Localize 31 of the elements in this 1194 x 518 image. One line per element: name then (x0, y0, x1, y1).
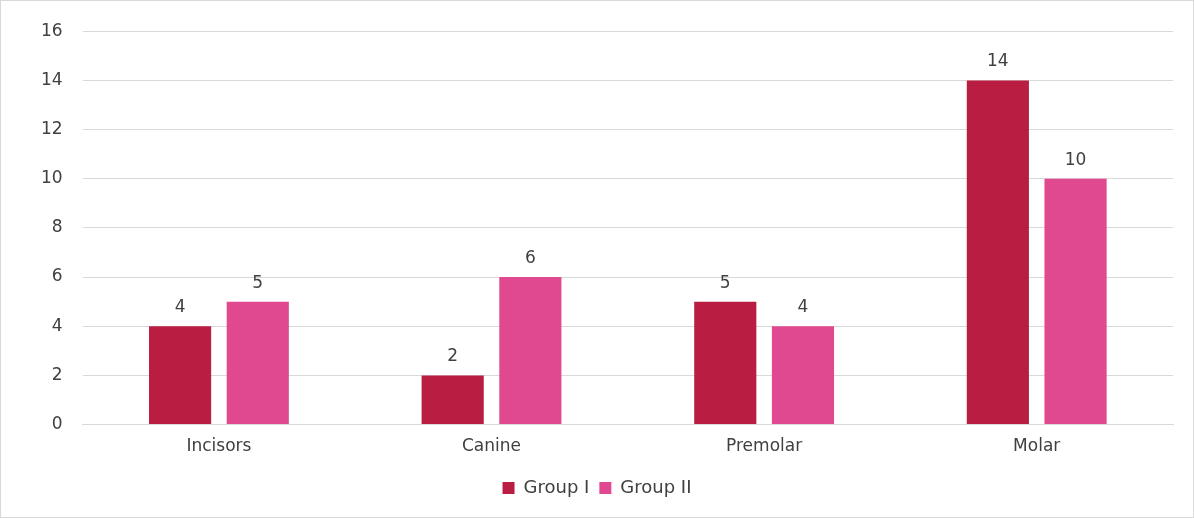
y-tick-label: 16 (40, 19, 63, 40)
x-tick-label: Incisors (186, 435, 252, 456)
x-tick-label: Premolar (726, 435, 803, 456)
y-tick-label: 14 (40, 68, 63, 89)
y-tick-label: 8 (51, 216, 63, 237)
x-tick-label: Molar (1013, 435, 1061, 456)
bar (694, 301, 757, 425)
data-label: 2 (447, 345, 459, 366)
bar (149, 326, 212, 425)
y-tick-label: 0 (51, 413, 63, 434)
bar (966, 80, 1029, 425)
data-label: 4 (174, 296, 186, 317)
bar (421, 375, 484, 425)
data-label: 4 (797, 296, 809, 317)
data-label: 6 (524, 247, 536, 267)
x-tick-label: Canine (462, 435, 522, 456)
y-tick-label: 6 (51, 265, 63, 286)
data-label: 14 (987, 50, 1009, 71)
y-tick-label: 10 (40, 167, 63, 188)
data-label: 10 (1064, 148, 1087, 169)
legend-label: Group I (523, 475, 590, 497)
legend-label: Group II (620, 475, 692, 497)
y-tick-label: 12 (40, 117, 63, 138)
bar (499, 277, 562, 425)
bar (771, 326, 835, 425)
bar (1044, 178, 1107, 425)
data-label: 5 (719, 271, 731, 292)
y-tick-label: 4 (51, 314, 63, 335)
y-tick-label: 2 (51, 363, 63, 384)
bar (226, 301, 289, 425)
data-label: 5 (252, 271, 264, 292)
